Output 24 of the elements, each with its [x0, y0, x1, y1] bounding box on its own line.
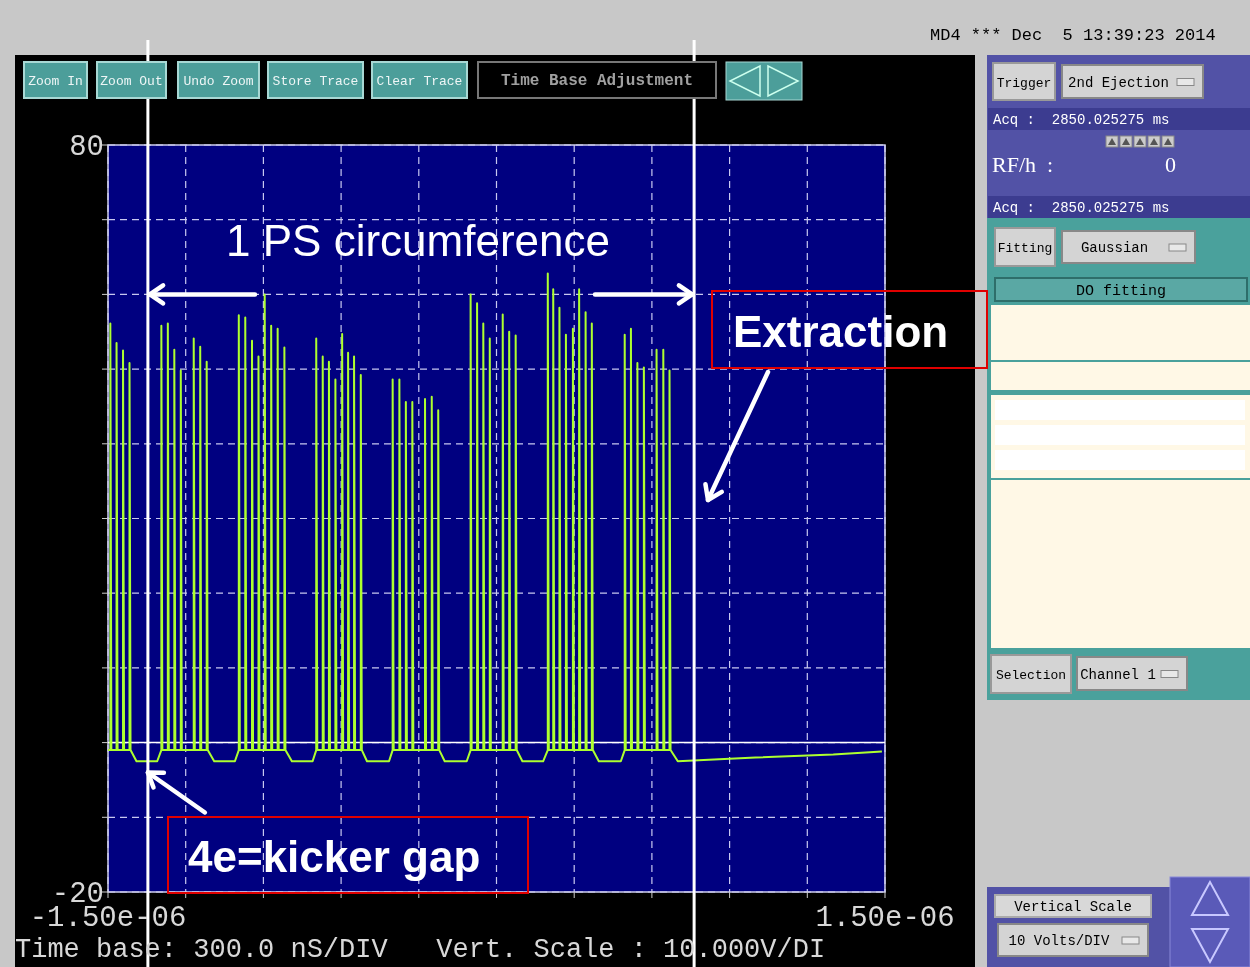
text: Gaussian	[1080, 240, 1149, 256]
text: DO fitting	[1075, 282, 1167, 300]
y-tick-label: 80	[69, 131, 104, 164]
annotation: 4e=kicker gap	[188, 832, 481, 881]
text: 2nd Ejection	[1068, 74, 1169, 91]
text: Acq : 2850.025275 ms	[993, 200, 1170, 216]
text: 0	[1165, 152, 1176, 177]
text: Selection	[995, 668, 1067, 683]
text: Undo Zoom	[183, 74, 254, 89]
text: Acq : 2850.025275 ms	[993, 112, 1170, 128]
text: RF/h :	[992, 152, 1054, 177]
text: 10 Volts/DIV	[1008, 933, 1110, 949]
text: MD4 *** Dec 5 13:39:23 2014	[930, 26, 1216, 45]
text: Trigger	[996, 75, 1052, 91]
text: Store Trace	[272, 74, 359, 89]
text: Time Base Adjustment	[500, 72, 694, 90]
text: Channel 1	[1080, 666, 1156, 683]
x-tick-label: 1.50e-06	[815, 902, 955, 935]
text: Vertical Scale	[1014, 899, 1132, 915]
text: Clear Trace	[376, 74, 463, 89]
annotation: 1 PS circumference	[226, 216, 610, 266]
text: Zoom Out	[100, 74, 163, 89]
text: Fitting	[997, 241, 1053, 256]
text: Zoom In	[28, 74, 83, 89]
